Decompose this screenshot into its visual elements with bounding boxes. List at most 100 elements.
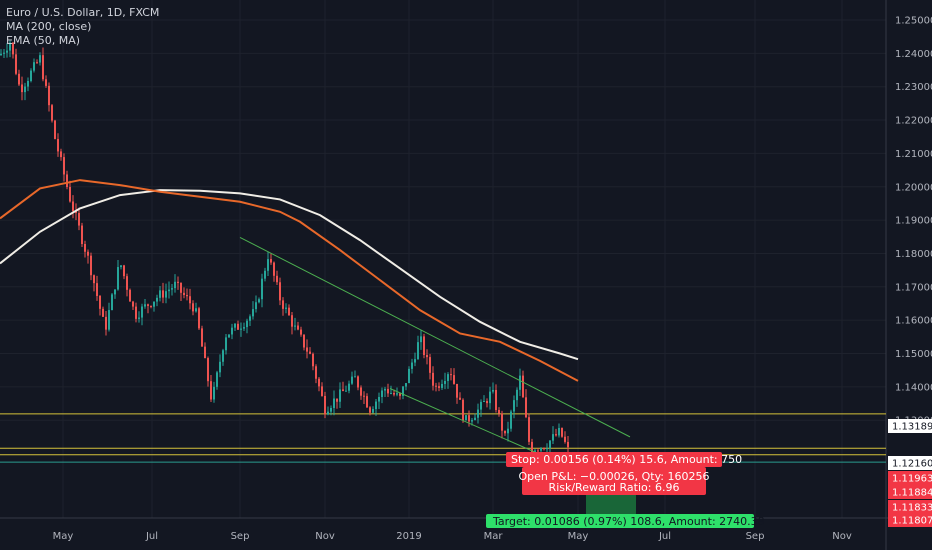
candle-body [33, 62, 35, 71]
time-axis-tick-label: May [53, 531, 74, 542]
candle-body [189, 296, 191, 304]
risk-reward-label: Risk/Reward Ratio: 6.96 [549, 481, 680, 494]
candle-body [321, 386, 323, 396]
ma200-line[interactable] [0, 189, 579, 361]
candle-body [534, 450, 536, 453]
candle-body [207, 358, 209, 382]
candle-body [141, 306, 143, 318]
candle-body [462, 399, 464, 421]
target-label-bg[interactable] [486, 514, 754, 528]
channel-upper-line[interactable] [239, 236, 631, 438]
candle-body [300, 329, 302, 335]
candle-body [54, 120, 56, 139]
candle-body [306, 347, 308, 352]
candle-body [393, 392, 395, 395]
candle-body [102, 308, 104, 317]
price-axis-label-bg [888, 513, 932, 527]
candle-body [558, 427, 560, 436]
candle-body [249, 316, 251, 321]
candle-body [21, 84, 23, 93]
candle-body [339, 389, 341, 402]
legend-ema50[interactable]: EMA (50, MA) [6, 34, 81, 47]
candle-body [9, 42, 11, 51]
candle-body [324, 395, 326, 415]
candle-body [396, 393, 398, 395]
candle-body [237, 323, 239, 330]
candle-body [66, 174, 68, 187]
time-axis-tick-label: Nov [315, 531, 335, 542]
candle-body [78, 212, 80, 226]
price-axis-tick-label: 1.16000 [895, 316, 932, 327]
candle-body [537, 450, 539, 452]
candle-body [42, 55, 44, 80]
candle-body [498, 410, 500, 414]
candle-body [435, 385, 437, 387]
price-axis-tick-label: 1.24000 [895, 49, 932, 60]
candle-body [567, 441, 569, 448]
candle-body [564, 436, 566, 442]
candle-body [270, 259, 272, 263]
candle-body [135, 306, 137, 319]
stop-label-bg[interactable] [506, 452, 722, 467]
pnl-label-bg[interactable] [522, 467, 706, 495]
candle-body [87, 251, 89, 256]
candle-body [138, 317, 140, 319]
price-axis-label: 1.11963 [892, 474, 932, 485]
candle-body [555, 434, 557, 436]
candle-body [90, 255, 92, 276]
candle-body [552, 434, 554, 441]
candle-body [264, 270, 266, 279]
price-axis-label: 1.12160 [892, 459, 932, 470]
candle-body [432, 372, 434, 386]
price-axis-tick-label: 1.23000 [895, 82, 932, 93]
candle-body [183, 292, 185, 295]
candle-body [174, 281, 176, 289]
candle-body [390, 392, 392, 394]
candle-body [48, 85, 50, 106]
candle-body [303, 334, 305, 348]
candle-body [75, 211, 77, 213]
time-axis-tick-label: Mar [484, 531, 504, 542]
candle-body [240, 328, 242, 330]
time-axis-tick-label: Nov [832, 531, 852, 542]
candle-body [345, 390, 347, 392]
candle-body [45, 79, 47, 86]
price-axis-label: 1.11833 [892, 503, 932, 514]
legend-ma200[interactable]: MA (200, close) [6, 20, 92, 33]
candle-body [441, 383, 443, 388]
candle-body [531, 441, 533, 453]
candle-body [447, 374, 449, 381]
candle-body [96, 283, 98, 296]
price-axis-tick-label: 1.14000 [895, 382, 932, 393]
candle-body [69, 186, 71, 202]
candle-body [546, 448, 548, 450]
candle-body [153, 301, 155, 307]
candle-body [201, 328, 203, 347]
candle-body [231, 327, 233, 335]
candle-body [372, 409, 374, 413]
candle-body [213, 386, 215, 400]
price-axis-tick-label: 1.20000 [895, 182, 932, 193]
candle-body [429, 357, 431, 373]
time-axis-tick-label: May [568, 531, 589, 542]
candle-body [351, 376, 353, 384]
candle-body [507, 428, 509, 434]
candle-body [123, 265, 125, 277]
candle-body [39, 55, 41, 63]
candle-body [162, 290, 164, 298]
candle-body [375, 401, 377, 410]
candle-body [228, 334, 230, 338]
candle-body [243, 327, 245, 329]
candle-body [405, 383, 407, 387]
candle-body [360, 387, 362, 396]
candle-body [279, 282, 281, 301]
ema50-line[interactable] [0, 179, 579, 382]
candle-body [333, 398, 335, 408]
time-axis-tick-label: 2019 [396, 531, 421, 542]
candle-body [387, 388, 389, 394]
time-axis-tick-label: Sep [231, 531, 250, 542]
candle-body [99, 295, 101, 309]
candle-body [105, 316, 107, 330]
candle-body [318, 378, 320, 387]
